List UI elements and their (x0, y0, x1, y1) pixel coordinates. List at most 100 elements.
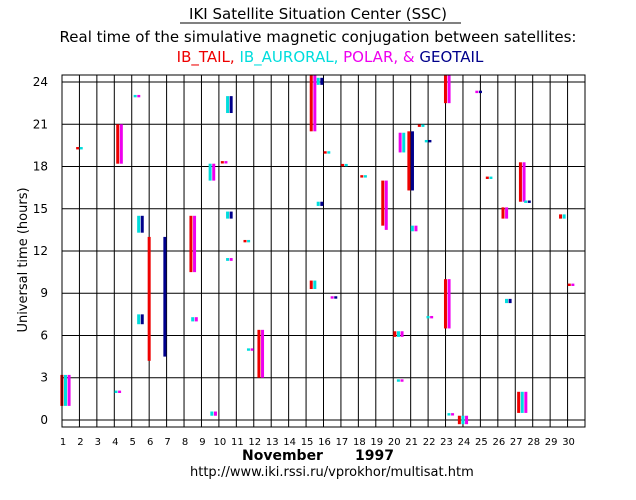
x-tick-label: 20 (388, 437, 401, 448)
event-mark (417, 124, 421, 127)
event-mark (193, 215, 197, 273)
x-tick-label: 9 (199, 437, 205, 448)
event-mark (226, 258, 230, 261)
x-tick-label: 16 (318, 437, 331, 448)
source-url: http://www.iki.rssi.ru/vprokhor/multisat… (190, 465, 474, 480)
x-tick-label: 18 (353, 437, 366, 448)
event-mark (402, 132, 406, 153)
x-tick-label: 22 (423, 437, 436, 448)
event-mark (63, 374, 67, 406)
x-tick-label: 23 (440, 437, 453, 448)
event-mark (400, 331, 404, 337)
legend-series-0: IB_TAIL (177, 48, 231, 67)
event-mark (381, 180, 385, 226)
event-mark (393, 331, 397, 337)
event-mark (243, 239, 247, 243)
y-tick-label: 3 (40, 371, 48, 385)
event-mark (430, 315, 434, 319)
event-mark (501, 207, 505, 219)
event-mark (118, 390, 122, 393)
x-tick-label: 25 (475, 437, 488, 448)
x-tick-label: 1 (60, 437, 66, 448)
event-mark (360, 175, 364, 178)
x-tick-label: 7 (164, 437, 170, 448)
event-mark (451, 413, 455, 416)
y-tick-labels: 0 3 6 9 12 15 18 21 24 (33, 75, 48, 427)
event-mark (414, 225, 418, 232)
event-mark (426, 315, 430, 319)
legend-separator-0: , (230, 48, 240, 66)
event-mark (447, 279, 451, 329)
event-mark (330, 296, 334, 299)
legend-series-1: IB_AURORAL (239, 48, 334, 67)
event-mark (316, 77, 320, 85)
chart-grid (62, 75, 585, 427)
event-mark (520, 391, 524, 413)
event-mark (341, 163, 345, 167)
event-mark (410, 225, 414, 232)
event-mark (522, 162, 526, 202)
x-tick-label: 8 (182, 437, 188, 448)
event-mark (313, 280, 317, 290)
y-tick-label: 9 (40, 286, 48, 300)
event-mark (504, 298, 508, 304)
x-tick-label: 26 (492, 437, 505, 448)
event-mark (250, 348, 254, 351)
event-mark (229, 258, 233, 261)
x-tick-label: 30 (562, 437, 575, 448)
event-mark (213, 411, 217, 416)
chart-title: IKI Satellite Situation Center (SSC) (189, 5, 447, 23)
x-tick-label: 13 (266, 437, 279, 448)
event-mark (407, 131, 411, 191)
y-tick-label: 15 (33, 202, 48, 216)
x-tick-label: 5 (130, 437, 136, 448)
x-tick-label: 27 (510, 437, 523, 448)
event-mark (140, 215, 144, 233)
event-mark (316, 201, 320, 206)
event-mark (443, 75, 447, 104)
event-mark (334, 296, 338, 299)
legend-series-3: GEOTAIL (419, 48, 484, 66)
event-mark (140, 314, 144, 325)
chart-subtitle: Real time of the simulative magnetic con… (60, 28, 577, 46)
x-tick-label: 29 (545, 437, 558, 448)
event-mark (485, 176, 489, 179)
event-mark (524, 200, 528, 203)
event-mark (163, 236, 167, 357)
event-mark (137, 94, 141, 98)
event-mark (465, 415, 469, 425)
x-tick-label: 10 (214, 437, 227, 448)
event-mark (421, 124, 425, 127)
event-mark (478, 90, 482, 94)
event-mark (363, 175, 367, 178)
event-mark (384, 180, 388, 230)
x-tick-label: 19 (370, 437, 383, 448)
series-legend: IB_TAIL, IB_AURORAL, POLAR, & GEOTAIL (177, 48, 484, 67)
x-tick-label: 11 (231, 437, 244, 448)
y-tick-label: 12 (33, 244, 48, 258)
event-mark (261, 329, 265, 378)
event-mark (246, 348, 250, 351)
x-tick-label: 21 (405, 437, 418, 448)
event-mark (517, 391, 521, 413)
data-marks (60, 75, 575, 425)
event-mark (447, 75, 451, 104)
event-mark (224, 161, 228, 164)
event-mark (309, 75, 313, 132)
event-mark (475, 90, 479, 94)
event-mark (147, 236, 151, 361)
x-tick-label: 14 (283, 437, 296, 448)
event-mark (424, 139, 428, 143)
event-mark (567, 283, 571, 286)
legend-series-2: POLAR (343, 48, 393, 66)
event-mark (76, 147, 80, 150)
event-mark (428, 139, 432, 143)
event-mark (489, 176, 493, 179)
event-mark (226, 211, 230, 219)
event-mark (309, 280, 313, 290)
event-mark (189, 215, 193, 273)
event-mark (327, 151, 331, 154)
event-mark (114, 390, 118, 393)
event-mark (571, 283, 575, 286)
